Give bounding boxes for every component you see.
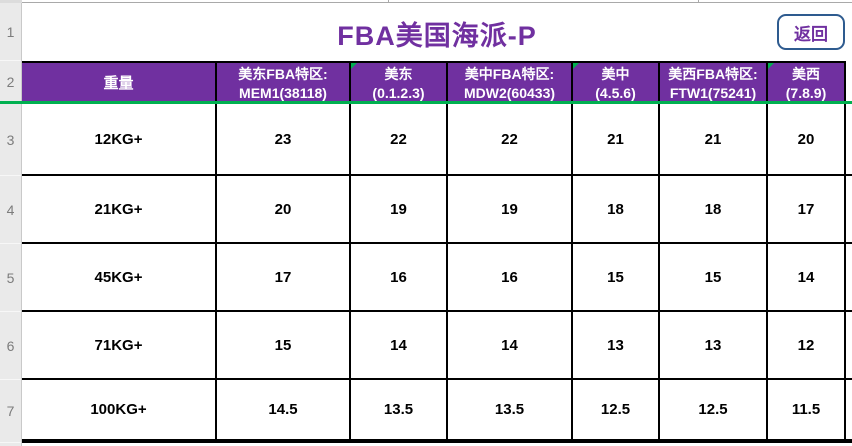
price-cell[interactable]: 15 bbox=[217, 312, 351, 378]
header-cell-east-fba[interactable]: 美东FBA特区: MEM1(38118) bbox=[217, 61, 351, 104]
header-line2: (0.1.2.3) bbox=[372, 84, 425, 101]
table-header-row: 重量 美东FBA特区: MEM1(38118) 美东 (0.1.2.3) 美中F… bbox=[22, 61, 852, 104]
row-header-7[interactable]: 7 bbox=[0, 380, 21, 443]
page-title: FBA美国海派-P bbox=[337, 20, 537, 51]
price-cell[interactable]: 12.5 bbox=[660, 380, 768, 439]
row-header-4[interactable]: 4 bbox=[0, 176, 21, 244]
price-cell[interactable]: 22 bbox=[351, 104, 448, 174]
cropped-next-column bbox=[846, 244, 852, 310]
header-line1: 美东 bbox=[384, 65, 413, 82]
header-line2: MEM1(38118) bbox=[239, 84, 327, 101]
header-line1: 美中FBA特区: bbox=[464, 65, 555, 82]
header-cell-east[interactable]: 美东 (0.1.2.3) bbox=[351, 61, 448, 104]
price-cell[interactable]: 12.5 bbox=[573, 380, 660, 439]
sheet-area: FBA美国海派-P 返回 重量 美东FBA特区: MEM1(38118) 美东 … bbox=[22, 3, 852, 446]
price-cell[interactable]: 19 bbox=[351, 176, 448, 242]
price-cell[interactable]: 16 bbox=[351, 244, 448, 310]
price-cell[interactable]: 13 bbox=[573, 312, 660, 378]
price-cell[interactable]: 21 bbox=[660, 104, 768, 174]
header-cell-central-fba[interactable]: 美中FBA特区: MDW2(60433) bbox=[448, 61, 573, 104]
weight-cell[interactable]: 45KG+ bbox=[22, 244, 217, 310]
back-button[interactable]: 返回 bbox=[777, 14, 845, 50]
weight-cell[interactable]: 100KG+ bbox=[22, 380, 217, 439]
table-body: 12KG+ 23 22 22 21 21 20 21KG+ 20 19 19 1… bbox=[22, 104, 852, 443]
row-header-6[interactable]: 6 bbox=[0, 312, 21, 380]
price-cell[interactable]: 17 bbox=[217, 244, 351, 310]
row-header-3[interactable]: 3 bbox=[0, 104, 21, 176]
price-cell[interactable]: 18 bbox=[660, 176, 768, 242]
table-bottom-border bbox=[22, 439, 852, 443]
price-cell[interactable]: 13.5 bbox=[351, 380, 448, 439]
cropped-next-column bbox=[846, 104, 852, 174]
header-line1: 美西FBA特区: bbox=[668, 65, 758, 82]
weight-cell[interactable]: 71KG+ bbox=[22, 312, 217, 378]
table-row: 100KG+ 14.5 13.5 13.5 12.5 12.5 11.5 bbox=[22, 380, 852, 439]
weight-cell[interactable]: 21KG+ bbox=[22, 176, 217, 242]
header-cell-central[interactable]: 美中 (4.5.6) bbox=[573, 61, 660, 104]
price-cell[interactable]: 20 bbox=[768, 104, 846, 174]
cropped-next-column bbox=[846, 380, 852, 439]
column-strip-line bbox=[0, 2, 852, 3]
table-row: 21KG+ 20 19 19 18 18 17 bbox=[22, 176, 852, 244]
price-cell[interactable]: 12 bbox=[768, 312, 846, 378]
column-tick bbox=[698, 0, 699, 3]
price-cell[interactable]: 11.5 bbox=[768, 380, 846, 439]
comment-flag-icon bbox=[573, 63, 579, 69]
table-row: 71KG+ 15 14 14 13 13 12 bbox=[22, 312, 852, 380]
header-line2: (4.5.6) bbox=[595, 84, 636, 101]
header-line2: MDW2(60433) bbox=[463, 84, 556, 101]
header-cell-west[interactable]: 美西 (7.8.9) bbox=[768, 61, 846, 104]
price-cell[interactable]: 14.5 bbox=[217, 380, 351, 439]
cropped-next-column bbox=[846, 176, 852, 242]
price-cell[interactable]: 14 bbox=[768, 244, 846, 310]
price-cell[interactable]: 23 bbox=[217, 104, 351, 174]
header-line2: (7.8.9) bbox=[785, 84, 827, 101]
cropped-next-column bbox=[846, 61, 852, 104]
price-cell[interactable]: 16 bbox=[448, 244, 573, 310]
price-cell[interactable]: 18 bbox=[573, 176, 660, 242]
cropped-next-column bbox=[846, 312, 852, 378]
price-cell[interactable]: 22 bbox=[448, 104, 573, 174]
table-row: 45KG+ 17 16 16 15 15 14 bbox=[22, 244, 852, 312]
row-header-2[interactable]: 2 bbox=[0, 61, 21, 104]
price-cell[interactable]: 21 bbox=[573, 104, 660, 174]
row-header-1[interactable]: 1 bbox=[0, 3, 21, 61]
price-cell[interactable]: 17 bbox=[768, 176, 846, 242]
header-line1: 美中 bbox=[601, 65, 630, 82]
header-line1: 美西 bbox=[792, 65, 820, 82]
column-tick bbox=[388, 0, 389, 3]
header-line2: FTW1(75241) bbox=[669, 84, 757, 101]
header-underline bbox=[0, 101, 852, 104]
comment-flag-icon bbox=[351, 63, 357, 69]
table-row: 12KG+ 23 22 22 21 21 20 bbox=[22, 104, 852, 176]
weight-cell[interactable]: 12KG+ bbox=[22, 104, 217, 174]
header-cell-west-fba[interactable]: 美西FBA特区: FTW1(75241) bbox=[660, 61, 768, 104]
title-row: FBA美国海派-P bbox=[22, 3, 852, 61]
sheet-corner bbox=[0, 0, 22, 3]
header-cell-weight[interactable]: 重量 bbox=[22, 61, 217, 104]
header-line1: 美东FBA特区: bbox=[238, 65, 328, 82]
price-cell[interactable]: 14 bbox=[351, 312, 448, 378]
price-cell[interactable]: 14 bbox=[448, 312, 573, 378]
price-cell[interactable]: 13.5 bbox=[448, 380, 573, 439]
price-cell[interactable]: 13 bbox=[660, 312, 768, 378]
price-cell[interactable]: 15 bbox=[660, 244, 768, 310]
price-cell[interactable]: 20 bbox=[217, 176, 351, 242]
price-cell[interactable]: 15 bbox=[573, 244, 660, 310]
comment-flag-icon bbox=[768, 63, 774, 69]
price-cell[interactable]: 19 bbox=[448, 176, 573, 242]
row-gutter: 1 2 3 4 5 6 7 bbox=[0, 3, 22, 446]
row-header-5[interactable]: 5 bbox=[0, 244, 21, 312]
